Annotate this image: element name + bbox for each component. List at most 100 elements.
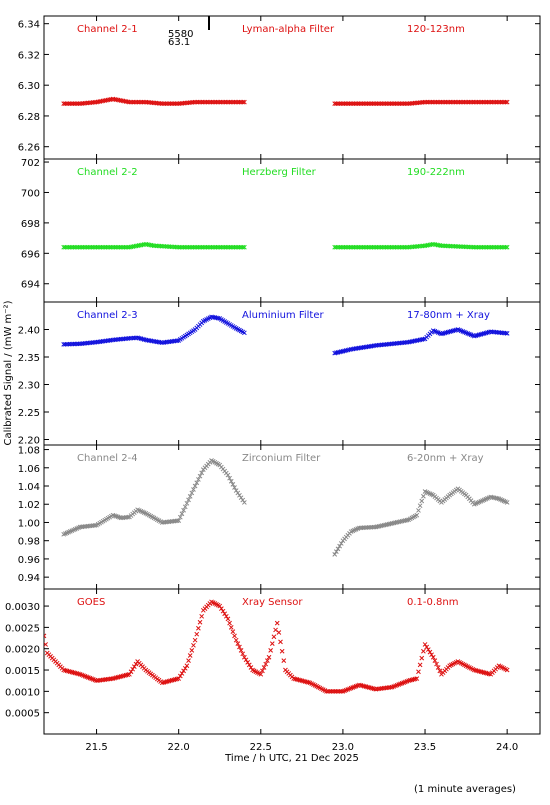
data-point <box>194 631 200 637</box>
y-tick-label-channel-2-2: 702 <box>21 158 40 169</box>
data-point <box>271 634 277 640</box>
data-point <box>131 664 137 669</box>
data-point <box>225 616 231 622</box>
y-tick-label-channel-2-4: 1.02 <box>18 500 40 511</box>
data-point <box>181 507 186 513</box>
y-tick-label-channel-2-1: 6.26 <box>18 143 40 154</box>
panel-frame-channel-2-3 <box>43 301 541 446</box>
panel-goes: 0.0005 0.0010 0.0015 0.0020 0.0025 0.0030 GOES… <box>5 588 541 735</box>
data-point <box>281 658 287 664</box>
data-point <box>243 657 249 663</box>
data-point <box>240 497 246 503</box>
panel-channel-label: Channel 2-3 <box>77 310 138 321</box>
y-axis-label: Calibrated Signal / (mW m⁻²) <box>3 300 14 445</box>
panel-filter-label: Lyman-alpha Filter <box>242 24 335 35</box>
data-point <box>421 648 426 654</box>
data-point <box>504 99 510 105</box>
data-point <box>130 666 136 672</box>
data-point <box>503 330 508 336</box>
y-tick-label-channel-2-1: 6.32 <box>18 50 40 61</box>
series-channel-2-3 <box>61 314 510 356</box>
panel-channel-2-3: 2.20 2.25 2.30 2.35 2.40 Channel 2-3 Aluminium… <box>18 301 541 447</box>
panel-band-label: 6-20nm + Xray <box>407 453 484 464</box>
data-point <box>176 676 182 681</box>
data-point <box>242 330 247 336</box>
data-point <box>245 659 251 665</box>
y-tick-label-channel-2-4: 0.98 <box>18 537 40 548</box>
data-point <box>219 606 224 611</box>
y-tick-label-channel-2-2: 696 <box>21 249 40 260</box>
panel-frame-goes <box>43 588 541 735</box>
series-goes <box>44 599 510 694</box>
data-point <box>274 620 280 626</box>
y-tick-label-channel-2-4: 0.96 <box>18 555 40 566</box>
y-tick-label-channel-2-3: 2.30 <box>18 381 40 392</box>
y-tick-label-goes: 0.0010 <box>5 687 40 698</box>
y-tick-label-goes: 0.0025 <box>5 623 40 634</box>
data-point <box>269 641 275 646</box>
data-point <box>261 665 267 670</box>
data-point <box>174 518 180 524</box>
y-tick-label-channel-2-1: 6.34 <box>18 20 40 31</box>
x-tick-label: 24.0 <box>496 742 518 753</box>
y-tick-label-channel-2-3: 2.20 <box>18 436 40 447</box>
data-point <box>338 541 344 546</box>
x-tick-label: 23.0 <box>332 742 354 753</box>
data-point <box>434 661 439 667</box>
data-point <box>429 652 434 658</box>
data-point <box>177 673 183 679</box>
data-point <box>240 99 246 105</box>
data-point <box>335 546 341 552</box>
panel-frame-channel-2-2 <box>43 158 541 303</box>
data-point <box>258 671 264 677</box>
data-point <box>263 661 269 667</box>
data-point <box>192 483 198 489</box>
data-point <box>240 244 246 250</box>
data-point <box>191 642 196 648</box>
y-tick-label-channel-2-2: 700 <box>21 188 40 199</box>
y-tick-label-channel-2-1: 6.28 <box>18 112 40 123</box>
panel-band-label: 17-80nm + Xray <box>407 310 490 321</box>
data-point <box>92 523 98 528</box>
data-point <box>242 99 247 105</box>
panel-band-label: 190-222nm <box>407 167 465 178</box>
data-point <box>133 661 139 667</box>
data-point <box>191 487 196 492</box>
data-point <box>181 668 186 674</box>
data-point <box>337 543 342 549</box>
data-point <box>248 665 254 670</box>
data-point <box>197 473 203 479</box>
data-point <box>196 625 201 631</box>
data-point <box>503 244 508 250</box>
footnote-averages: (1 minute averages) <box>414 784 516 795</box>
data-point <box>127 671 132 677</box>
y-tick-label-channel-2-4: 1.00 <box>18 518 40 529</box>
data-point <box>196 477 201 482</box>
data-point <box>222 611 228 617</box>
panel-channel-label: Channel 2-2 <box>77 167 138 178</box>
y-tick-label-channel-2-2: 698 <box>21 219 40 230</box>
data-point <box>189 648 195 653</box>
data-point <box>187 653 193 658</box>
data-point <box>240 651 246 657</box>
data-point <box>435 665 441 670</box>
data-point <box>235 641 241 646</box>
data-point <box>504 330 510 336</box>
y-tick-label-channel-2-2: 694 <box>21 280 40 291</box>
data-point <box>225 472 231 478</box>
data-point <box>235 490 241 496</box>
panel-channel-label: Channel 2-4 <box>77 453 138 464</box>
y-tick-label-channel-2-3: 2.25 <box>18 408 40 419</box>
panel-filter-label: Xray Sensor <box>242 597 303 608</box>
data-point <box>184 500 190 506</box>
data-point <box>228 478 234 484</box>
data-point <box>227 475 232 481</box>
data-point <box>278 639 283 645</box>
data-point <box>388 684 393 690</box>
data-point <box>332 552 338 557</box>
panel-frame-channel-2-1 <box>43 15 541 160</box>
data-point <box>228 625 234 630</box>
data-point <box>177 514 183 520</box>
data-point <box>128 669 134 675</box>
